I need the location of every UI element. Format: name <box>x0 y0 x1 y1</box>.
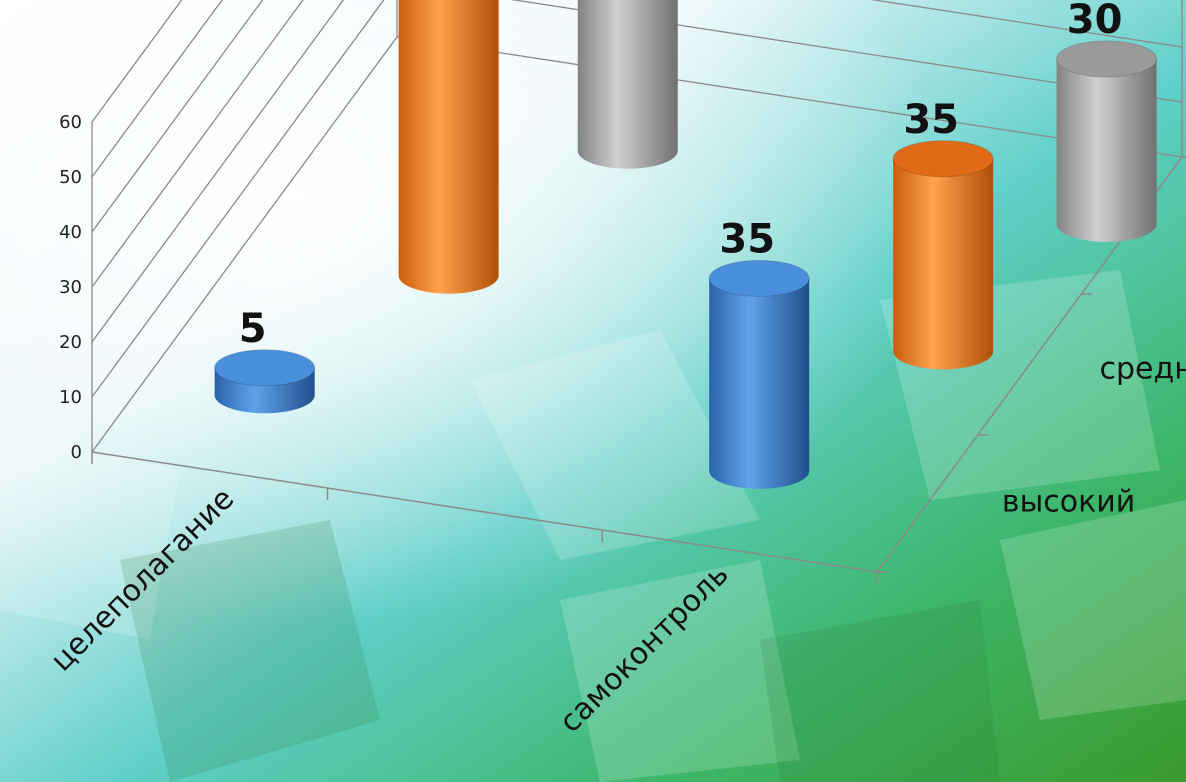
data-label: 35 <box>903 97 959 143</box>
data-labels: 35306035535 <box>239 0 1123 352</box>
gridline <box>91 0 1183 343</box>
bar-body <box>577 0 678 169</box>
y-tick-label: 40 <box>59 222 82 243</box>
bar-высокий <box>214 349 316 414</box>
bar-body <box>398 0 499 294</box>
bar-средний <box>398 0 499 294</box>
axes: 0 10 20 30 40 50 60 целеполагание самоконтроль вы… <box>44 112 1186 740</box>
category-label: самоконтроль <box>553 557 736 740</box>
bar-высокий <box>708 259 810 489</box>
bar-низкий <box>1056 40 1158 242</box>
bar-top <box>892 140 994 178</box>
y-tick-label: 60 <box>59 112 82 133</box>
y-tick-label: 0 <box>71 442 82 463</box>
series-label: средний <box>1100 352 1186 387</box>
category-label: целеполагание <box>44 481 241 678</box>
bar-top <box>214 349 316 387</box>
bars <box>214 0 1158 489</box>
gridline <box>91 0 223 178</box>
data-label: 5 <box>239 306 267 352</box>
bar-средний <box>892 140 994 370</box>
x-axis-line <box>91 451 878 573</box>
gridline <box>91 0 304 288</box>
bar-body <box>1056 58 1157 242</box>
y-tick-label: 50 <box>59 167 82 188</box>
gridlines <box>91 0 1183 453</box>
y-tick-label: 10 <box>59 387 82 408</box>
y-tick-label: 20 <box>59 332 82 353</box>
bar-body <box>893 158 994 370</box>
gridline <box>91 0 264 233</box>
bar-низкий <box>577 0 678 169</box>
data-label: 35 <box>719 216 775 262</box>
bar-top <box>1056 40 1158 78</box>
bar-top <box>708 259 810 297</box>
y-tick-label: 30 <box>59 277 82 298</box>
series-label: высокий <box>1002 484 1135 519</box>
bar-body <box>709 278 810 489</box>
data-label: 30 <box>1067 0 1123 43</box>
gridline <box>91 0 1183 398</box>
